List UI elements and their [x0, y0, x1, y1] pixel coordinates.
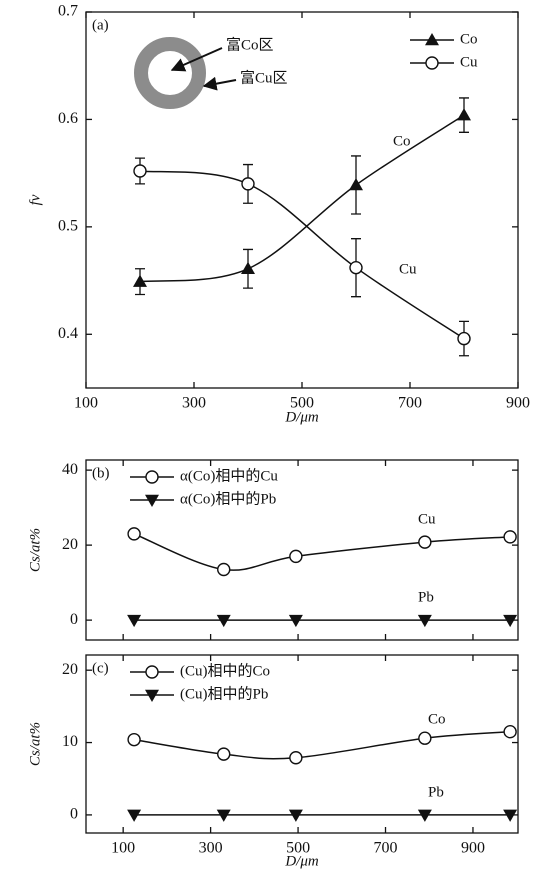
y-tick-label: 20 [62, 536, 78, 553]
panel-label: (c) [92, 660, 109, 676]
x-tick-label: 700 [398, 395, 422, 412]
marker [289, 751, 303, 765]
marker [216, 809, 231, 822]
inset-arrow [170, 47, 223, 72]
legend-label: (Cu)相中的Pb [180, 685, 268, 702]
x-tick-label: 300 [199, 840, 223, 857]
marker [503, 724, 517, 739]
marker [418, 535, 432, 549]
curve-label: Cu [399, 261, 417, 277]
inset-ring [134, 37, 206, 109]
legend-label: α(Co)相中的Cu [180, 467, 278, 484]
inset-label: 富Co区 [226, 35, 274, 53]
marker [127, 527, 141, 541]
x-tick-label: 300 [182, 395, 206, 412]
marker [217, 747, 231, 761]
marker [241, 261, 255, 275]
y-axis-title: Cs/at% [27, 722, 43, 766]
marker [503, 614, 518, 628]
marker [425, 33, 439, 46]
marker [417, 614, 432, 628]
x-tick-label: 900 [506, 395, 530, 412]
legend-label: Co [460, 31, 478, 47]
marker [288, 614, 303, 628]
marker [145, 689, 159, 702]
marker [289, 549, 303, 564]
inset-arrow [202, 76, 237, 91]
y-tick-label: 0.6 [58, 110, 78, 127]
curve-label: Co [428, 711, 446, 727]
y-axis-title: Cs/at% [27, 528, 43, 572]
x-tick-label: 500 [290, 395, 314, 412]
legend-label: (Cu)相中的Co [180, 662, 270, 679]
series-line [139, 170, 465, 340]
x-tick-label: 100 [111, 840, 135, 857]
y-tick-label: 0 [70, 611, 78, 628]
y-tick-label: 40 [62, 461, 78, 478]
marker [127, 809, 142, 822]
panel-label: (b) [92, 465, 110, 481]
marker [241, 177, 255, 191]
series-line [139, 114, 465, 283]
plot-frame [85, 459, 519, 641]
series-line [133, 730, 511, 760]
curve-label: Pb [428, 784, 444, 800]
legend-label: α(Co)相中的Pb [180, 490, 276, 507]
marker [349, 260, 363, 275]
marker [145, 665, 159, 679]
marker [417, 809, 432, 822]
x-tick-label: 900 [461, 840, 485, 857]
y-tick-label: 20 [62, 661, 78, 678]
x-tick-label: 500 [286, 840, 310, 857]
y-tick-label: 0.4 [58, 325, 78, 342]
inset: 富Co区 富Cu区 [134, 35, 288, 109]
marker [457, 108, 471, 121]
legend-label: Cu [460, 54, 478, 70]
x-axis-title: D/μm [284, 853, 319, 869]
y-tick-label: 0.5 [58, 218, 78, 235]
marker [288, 809, 303, 822]
x-tick-label: 100 [74, 395, 98, 412]
series-line [133, 533, 511, 571]
y-axis-title: fv [27, 194, 43, 205]
marker [145, 494, 159, 507]
plot-frame [85, 654, 519, 834]
marker [216, 614, 231, 628]
x-tick-label: 700 [374, 840, 398, 857]
marker [133, 164, 147, 178]
x-axis-title: D/μm [284, 409, 319, 425]
marker [127, 614, 142, 628]
curve-label: Pb [418, 589, 434, 605]
inset-label: 富Cu区 [240, 68, 288, 86]
marker [349, 177, 363, 191]
marker [503, 809, 518, 822]
marker [503, 530, 517, 544]
curve-label: Cu [418, 511, 436, 527]
y-tick-label: 0.7 [58, 3, 78, 20]
marker [418, 731, 432, 745]
panel-label: (a) [92, 17, 109, 33]
marker [133, 274, 147, 287]
y-tick-label: 0 [70, 806, 78, 823]
y-tick-label: 10 [62, 733, 78, 750]
marker [127, 732, 141, 747]
marker [217, 562, 231, 577]
marker [145, 470, 159, 484]
marker [425, 56, 439, 70]
marker [457, 331, 471, 346]
curve-label: Co [393, 133, 411, 149]
